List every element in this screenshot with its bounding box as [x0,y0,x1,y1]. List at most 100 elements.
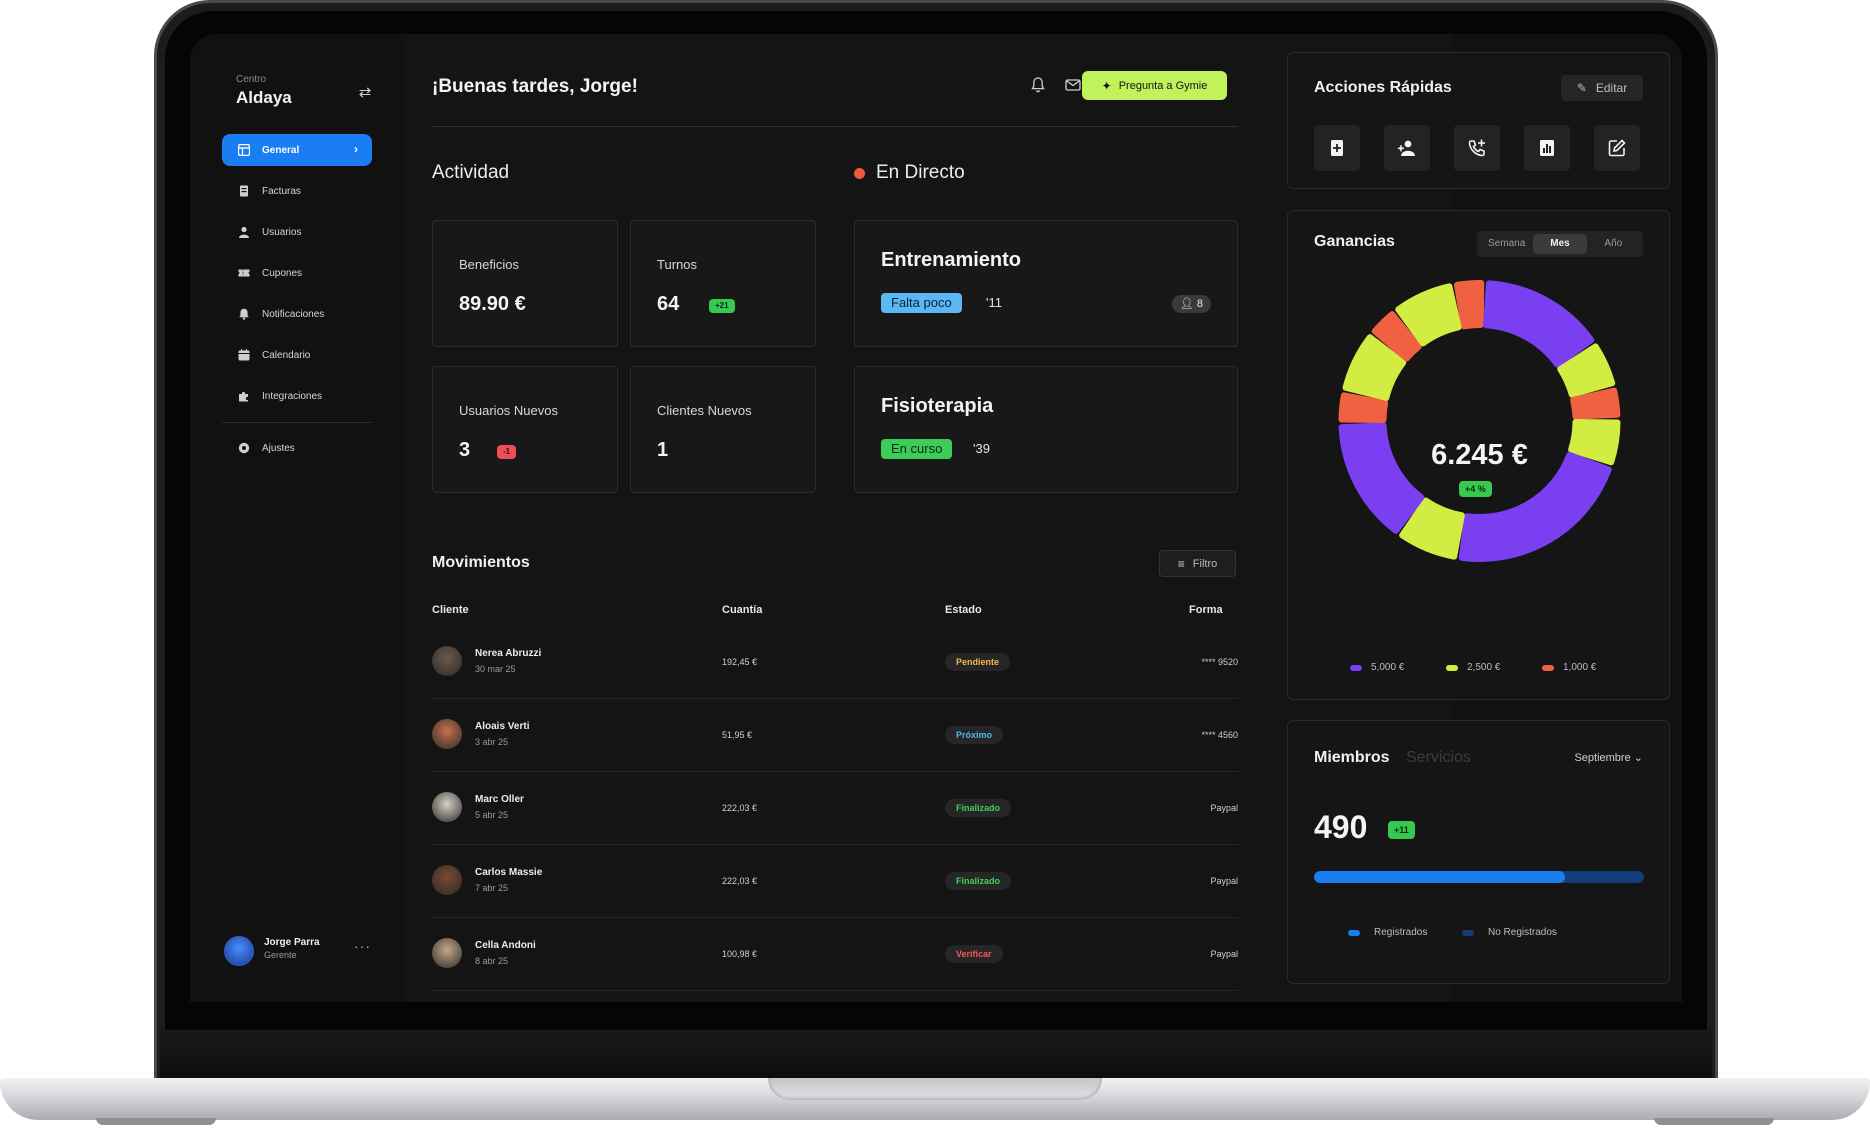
donut-segment[interactable] [1338,422,1425,534]
main-content: ¡Buenas tardes, Jorge! ✦ Pregunta a Gymie… [402,34,1452,1002]
chevron-down-icon: ⌄ [1633,752,1643,764]
sidebar-item-label: Ajustes [262,442,295,454]
period-selector: Semana Mes Año [1477,231,1643,257]
ask-gymie-button[interactable]: ✦ Pregunta a Gymie [1082,71,1227,100]
status-badge: En curso [881,439,953,459]
layout-icon [238,144,250,156]
avatar [432,646,462,676]
live-card-entrenamiento[interactable]: Entrenamiento Falta poco '11 👤︎ 8 [854,220,1238,347]
legend-item: 2,500 € [1446,662,1500,673]
add-document-icon[interactable] [1314,125,1360,171]
period-mes[interactable]: Mes [1533,234,1587,254]
legend-item: 5,000 € [1350,662,1404,673]
table-row[interactable]: Aloais Verti 3 abr 25 51,95 € Próximo **** 4… [432,699,1238,772]
table-row[interactable]: Carlos Massie 7 abr 25 222,03 € Finalizado P… [432,845,1238,918]
period-semana[interactable]: Semana [1488,238,1526,249]
stat-card-turnos[interactable]: Turnos 64 +21 [630,220,816,347]
sidebar: Centro Aldaya ⇄ General › Facturas Usuar… [190,34,402,1002]
donut-segment[interactable] [1570,387,1621,420]
sidebar-nav: General › Facturas Usuarios Cupones [222,134,372,421]
sidebar-item-facturas[interactable]: Facturas [222,175,372,207]
sidebar-item-label: Integraciones [262,390,323,402]
live-card-fisioterapia[interactable]: Fisioterapia En curso '39 [854,366,1238,493]
column-header-estado[interactable]: Estado [945,604,982,616]
sidebar-item-general[interactable]: General › [222,134,372,166]
client-name: Nerea Abruzzi [475,648,542,659]
tab-miembros[interactable]: Miembros [1314,749,1390,766]
sidebar-item-cupones[interactable]: Cupones [222,257,372,289]
stat-card-beneficios[interactable]: Beneficios 89.90 € [432,220,618,347]
tab-servicios[interactable]: Servicios [1406,749,1471,766]
table-row[interactable]: Marc Oller 5 abr 25 222,03 € Finalizado Payp… [432,772,1238,845]
stat-card-usuarios-nuevos[interactable]: Usuarios Nuevos 3 -1 [432,366,618,493]
header-divider [432,126,1238,127]
status-badge: Pendiente [945,653,1011,671]
status-badge: Finalizado [945,872,1012,890]
sidebar-divider [222,422,372,423]
column-header-cliente[interactable]: Cliente [432,604,469,616]
avatar [224,936,254,966]
bell-icon[interactable] [1029,76,1047,94]
receipt-icon [238,185,250,197]
donut-segment[interactable] [1395,283,1462,347]
donut-segment[interactable] [1342,334,1407,401]
user-name: Jorge Parra [264,937,320,948]
column-header-cuantia[interactable]: Cuantía [722,604,763,616]
table-row[interactable]: Nerea Abruzzi 30 mar 25 192,45 € Pendiente *… [432,626,1238,699]
legend-swatch [1446,664,1458,671]
stat-value: 89.90 € [459,293,526,315]
edit-square-icon[interactable] [1594,125,1640,171]
donut-segment[interactable] [1557,343,1616,398]
payment-method: **** 9520 [1201,657,1238,667]
donut-segment[interactable] [1458,451,1612,562]
client-name: Marc Oller [475,794,524,805]
members-progress-fill [1314,871,1565,883]
donut-segment[interactable] [1338,392,1389,423]
add-user-icon[interactable] [1384,125,1430,171]
dashboard-screen: Centro Aldaya ⇄ General › Facturas Usuar… [190,34,1682,1002]
sidebar-item-ajustes[interactable]: Ajustes [222,432,372,464]
sidebar-item-calendario[interactable]: Calendario [222,339,372,371]
sidebar-item-notificaciones[interactable]: Notificaciones [222,298,372,330]
mail-icon[interactable] [1064,76,1082,94]
donut-segment[interactable] [1568,419,1621,466]
legend-label: 2,500 € [1467,662,1501,673]
legend-label: No Registrados [1488,927,1557,938]
payment-method: Paypal [1210,949,1238,959]
movement-amount: 192,45 € [722,657,758,667]
delta-badge: +21 [709,299,735,313]
stat-card-clientes-nuevos[interactable]: Clientes Nuevos 1 [630,366,816,493]
column-header-forma[interactable]: Forma [1189,604,1223,616]
more-icon[interactable]: ··· [354,938,371,954]
ask-gymie-label: Pregunta a Gymie [1118,79,1208,92]
sidebar-item-integraciones[interactable]: Integraciones [222,380,372,412]
sidebar-item-label: Notificaciones [262,308,325,320]
ticket-icon [238,267,250,279]
period-ano[interactable]: Año [1604,238,1623,249]
donut-segment[interactable] [1483,280,1595,368]
movement-date: 30 mar 25 [475,664,516,674]
edit-button[interactable]: ✎ Editar [1561,75,1643,101]
user-card[interactable]: Jorge Parra Gerente ··· [224,934,374,968]
add-call-icon[interactable] [1454,125,1500,171]
donut-segment[interactable] [1371,311,1422,362]
chevron-right-icon: › [354,142,358,156]
table-row[interactable]: Cella Andoni 8 abr 25 100,98 € Verificar Pay… [432,918,1238,991]
avatar [432,865,462,895]
swap-icon[interactable]: ⇄ [358,84,372,101]
legend-swatch [1542,664,1554,671]
sidebar-item-label: Calendario [262,349,311,361]
bar-chart-icon[interactable] [1524,125,1570,171]
donut-segment[interactable] [1399,497,1465,560]
legend-swatch [1348,929,1360,936]
status-badge: Falta poco [881,293,962,313]
payment-method: Paypal [1210,803,1238,813]
legend-item: Registrados [1348,927,1427,938]
donut-segment[interactable] [1453,280,1485,330]
laptop-chin [160,1030,1712,1080]
centro-label: Centro [236,74,267,85]
filter-button[interactable]: ≡ Filtro [1159,550,1236,577]
month-select[interactable]: Septiembre ⌄ [1574,751,1643,764]
sidebar-item-usuarios[interactable]: Usuarios [222,216,372,248]
